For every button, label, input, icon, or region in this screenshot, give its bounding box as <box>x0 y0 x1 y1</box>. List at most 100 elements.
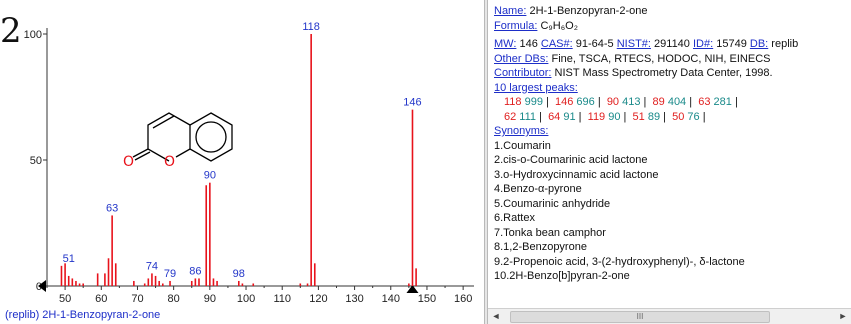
peak-mz: 119 <box>587 110 606 123</box>
peak-label: 146 <box>403 97 421 109</box>
name-link[interactable]: Name: <box>494 5 527 17</box>
synonyms-link[interactable]: Synonyms: <box>494 125 549 137</box>
largest-peak-entry: 63 281 <box>698 95 732 110</box>
peak-mz: 89 <box>652 96 665 108</box>
x-tick-label: 150 <box>418 293 436 305</box>
peak-mz: 64 <box>548 110 561 123</box>
peak-label: 79 <box>164 268 176 280</box>
peak-mz: 146 <box>555 96 574 108</box>
peak-label: 118 <box>302 21 320 33</box>
mw-link[interactable]: MW: <box>494 38 517 50</box>
panel-splitter[interactable] <box>484 0 488 324</box>
peak-label: 51 <box>63 253 75 265</box>
db-link[interactable]: DB: <box>749 38 769 50</box>
id-value: 15749 <box>716 38 747 50</box>
spectrum-panel: 2 O O 0 50 100 50 60 70 80 90 100 110 120 130 140 150… <box>0 0 484 324</box>
molecular-ion-marker-icon <box>406 285 419 293</box>
peak-intensity: 90 <box>605 110 621 123</box>
scroll-left-icon[interactable]: ◄ <box>491 311 501 321</box>
x-tick-label: 90 <box>204 293 216 305</box>
largest-peak-entry: 119 90 <box>588 110 621 125</box>
spectrum-caption: (replib) 2H-1-Benzopyran-2-one <box>5 309 161 321</box>
formula-value: C₉H₆O₂ <box>540 19 578 32</box>
peak-intensity: 696 <box>573 96 595 108</box>
peak-intensity: 413 <box>619 96 641 108</box>
peak-mz: 50 <box>672 110 685 123</box>
largest-peak-entry: 50 76 <box>672 110 700 125</box>
synonyms-list: 1.Coumarin 2.cis-o-Coumarinic acid lacton… <box>494 139 850 284</box>
cas-link[interactable]: CAS#: <box>540 38 573 50</box>
largest-peaks-row-1: 118 999 | 146 696 | 90 413 | 89 404 | 63… <box>504 95 744 110</box>
peak-intensity: 999 <box>521 96 543 108</box>
compound-name: 2H-1-Benzopyran-2-one <box>529 5 648 17</box>
y-tick-label: 100 <box>24 29 42 41</box>
scroll-thumb[interactable]: III <box>510 311 770 323</box>
peak-intensity: 281 <box>710 96 732 108</box>
x-tick-label: 50 <box>59 293 71 305</box>
x-tick-label: 80 <box>168 293 180 305</box>
peak-intensity: 76 <box>684 110 700 123</box>
peak-mz: 90 <box>606 96 620 108</box>
largest-peaks-row-2: 62 111 | 64 91 | 119 90 | 51 89 | 50 76 … <box>504 110 712 125</box>
contributor-link[interactable]: Contributor: <box>494 67 552 79</box>
x-tick-label: 60 <box>95 293 107 305</box>
peak-label: 90 <box>204 170 216 182</box>
largest-peak-entry: 64 91 <box>548 110 576 125</box>
nist-value: 291140 <box>654 38 690 50</box>
synonym-item: 2.cis-o-Coumarinic acid lactone <box>494 154 648 166</box>
other-dbs-link[interactable]: Other DBs: <box>494 52 549 65</box>
db-value: replib <box>771 38 799 50</box>
peak-mz: 118 <box>504 96 522 108</box>
peak-intensity: 404 <box>664 96 687 108</box>
nist-link[interactable]: NIST#: <box>616 38 651 50</box>
largest-peak-entry: 62 111 <box>504 110 536 125</box>
x-tick-label: 120 <box>309 293 327 305</box>
carbonyl-oxygen-label: O <box>123 154 134 170</box>
largest-peak-entry: 89 404 <box>653 95 687 110</box>
peak-mz: 63 <box>698 96 711 108</box>
corner-glyph: 2 <box>0 11 22 51</box>
peak-label: 98 <box>233 268 245 280</box>
peak-intensity: 89 <box>644 110 661 123</box>
coumarin-structure: O O <box>123 112 233 170</box>
synonym-item: 9.2-Propenoic acid, 3-(2-hydroxyphenyl)-… <box>494 255 745 268</box>
largest-peak-entry: 146 696 <box>555 95 595 110</box>
peak-intensity: 91 <box>560 110 576 123</box>
y-tick-label: 0 <box>36 281 42 293</box>
x-tick-label: 110 <box>273 293 291 305</box>
horizontal-scrollbar[interactable]: ◄ III ► <box>488 308 851 324</box>
y-tick-label: 50 <box>30 155 42 167</box>
synonym-item: 10.2H-Benzo[b]pyran-2-one <box>494 270 630 282</box>
scroll-right-icon[interactable]: ► <box>838 311 848 321</box>
synonym-item: 4.Benzo-α-pyrone <box>494 183 582 195</box>
x-tick-label: 70 <box>131 293 143 305</box>
peak-label: 86 <box>189 265 201 277</box>
other-dbs-value: Fine, TSCA, RTECS, HODOC, NIH, EINECS <box>551 52 771 65</box>
largest-peak-entry: 118 999 <box>504 95 543 110</box>
synonym-item: 8.1,2-Benzopyrone <box>494 241 587 253</box>
largest-peaks-link[interactable]: 10 largest peaks: <box>494 81 578 94</box>
cas-value: 91-64-5 <box>575 38 614 50</box>
largest-peak-entry: 51 89 <box>633 110 661 125</box>
peak-label: 74 <box>146 260 158 272</box>
peak-intensity: 111 <box>516 110 537 123</box>
mw-value: 146 <box>519 38 538 50</box>
ring-oxygen-label: O <box>164 154 175 170</box>
x-tick-label: 130 <box>345 293 363 305</box>
x-tick-label: 100 <box>237 293 255 305</box>
synonym-item: 5.Coumarinic anhydride <box>494 197 611 210</box>
peak-label: 63 <box>106 202 118 214</box>
synonym-item: 6.Rattex <box>494 212 535 224</box>
contributor-value: NIST Mass Spectrometry Data Center, 1998… <box>554 67 773 79</box>
x-tick-label: 140 <box>382 293 400 305</box>
synonym-item: 3.o-Hydroxycinnamic acid lactone <box>494 168 659 181</box>
formula-link[interactable]: Formula: <box>494 19 538 32</box>
x-tick-label: 160 <box>454 293 472 305</box>
compound-info-panel: Name: 2H-1-Benzopyran-2-one Formula: C₉H… <box>488 0 851 324</box>
mass-spectrum-plot[interactable]: O O 0 50 100 50 60 70 80 90 100 110 120 130 140 150 16… <box>0 0 484 324</box>
peak-mz: 62 <box>504 110 517 123</box>
synonym-item: 1.Coumarin <box>494 139 551 152</box>
range-start-marker-icon <box>38 280 46 292</box>
synonym-item: 7.Tonka bean camphor <box>494 226 606 239</box>
id-link[interactable]: ID#: <box>692 38 714 50</box>
